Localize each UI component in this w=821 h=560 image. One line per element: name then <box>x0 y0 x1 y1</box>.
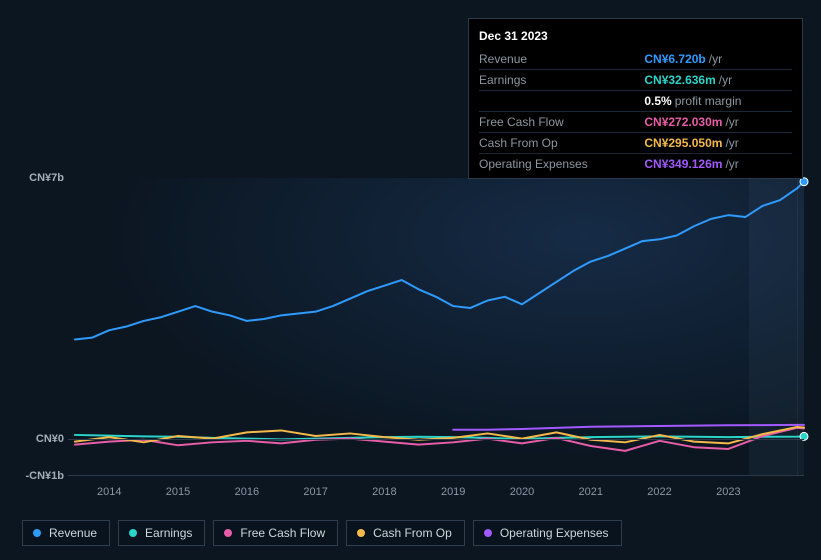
tooltip-row: 0.5%profit margin <box>479 91 792 112</box>
hover-guide-line <box>797 178 798 476</box>
legend-dot-icon <box>484 529 492 537</box>
legend-label: Free Cash Flow <box>240 526 325 540</box>
x-axis-tick-label: 2022 <box>647 486 671 498</box>
x-axis-tick-label: 2023 <box>716 486 740 498</box>
legend-dot-icon <box>357 529 365 537</box>
x-axis-tick-label: 2017 <box>303 486 327 498</box>
y-axis-tick-label: -CN¥1b <box>18 470 64 482</box>
series-line-revenue <box>75 182 804 340</box>
tooltip-row: Free Cash FlowCN¥272.030m/yr <box>479 112 792 133</box>
tooltip-row-value: CN¥6.720b/yr <box>644 49 792 70</box>
legend-dot-icon <box>129 529 137 537</box>
legend-label: Cash From Op <box>373 526 452 540</box>
x-axis-tick-label: 2021 <box>579 486 603 498</box>
series-line-cash_from_op <box>75 427 804 443</box>
tooltip-row-value: CN¥349.126m/yr <box>644 154 792 175</box>
legend-label: Operating Expenses <box>500 526 609 540</box>
chart-svg <box>68 178 804 475</box>
legend-item-cash_from_op[interactable]: Cash From Op <box>346 520 465 546</box>
legend-item-revenue[interactable]: Revenue <box>22 520 110 546</box>
legend-dot-icon <box>33 529 41 537</box>
legend-item-operating_expenses[interactable]: Operating Expenses <box>473 520 622 546</box>
x-axis-tick-label: 2015 <box>166 486 190 498</box>
y-axis-tick-label: CN¥0 <box>18 433 64 445</box>
x-axis: 2014 2015 2016 2017 2018 2019 2020 2021 2022 2023 <box>68 480 804 500</box>
chart-plot-area[interactable] <box>68 178 804 476</box>
legend-dot-icon <box>224 529 232 537</box>
tooltip-row-label: Earnings <box>479 70 644 91</box>
tooltip-row: Operating ExpensesCN¥349.126m/yr <box>479 154 792 175</box>
tooltip-row-value: CN¥295.050m/yr <box>644 133 792 154</box>
financials-chart: CN¥7b CN¥0 -CN¥1b 2014 2015 2016 2017 2018 2019… <box>18 160 804 500</box>
tooltip-row-value: 0.5%profit margin <box>644 91 792 112</box>
x-axis-tick-label: 2014 <box>97 486 121 498</box>
y-axis-tick-label: CN¥7b <box>18 172 64 184</box>
tooltip-row: EarningsCN¥32.636m/yr <box>479 70 792 91</box>
x-axis-tick-label: 2020 <box>510 486 534 498</box>
tooltip-row: RevenueCN¥6.720b/yr <box>479 49 792 70</box>
tooltip-table: RevenueCN¥6.720b/yrEarningsCN¥32.636m/yr… <box>479 49 792 174</box>
series-line-operating_expenses <box>453 425 804 430</box>
x-axis-tick-label: 2016 <box>235 486 259 498</box>
legend-label: Revenue <box>49 526 97 540</box>
tooltip-row-label: Operating Expenses <box>479 154 644 175</box>
tooltip-row-label: Revenue <box>479 49 644 70</box>
tooltip-row-value: CN¥32.636m/yr <box>644 70 792 91</box>
tooltip-row-label: Cash From Op <box>479 133 644 154</box>
legend-item-earnings[interactable]: Earnings <box>118 520 205 546</box>
tooltip-date: Dec 31 2023 <box>479 25 792 49</box>
zero-gridline <box>68 439 804 440</box>
x-axis-tick-label: 2018 <box>372 486 396 498</box>
tooltip-row: Cash From OpCN¥295.050m/yr <box>479 133 792 154</box>
financials-tooltip: Dec 31 2023 RevenueCN¥6.720b/yrEarningsC… <box>468 18 803 179</box>
chart-legend: Revenue Earnings Free Cash Flow Cash From O… <box>22 520 622 546</box>
legend-item-free_cash_flow[interactable]: Free Cash Flow <box>213 520 338 546</box>
legend-label: Earnings <box>145 526 192 540</box>
x-axis-tick-label: 2019 <box>441 486 465 498</box>
tooltip-row-value: CN¥272.030m/yr <box>644 112 792 133</box>
tooltip-row-label <box>479 91 644 112</box>
tooltip-row-label: Free Cash Flow <box>479 112 644 133</box>
